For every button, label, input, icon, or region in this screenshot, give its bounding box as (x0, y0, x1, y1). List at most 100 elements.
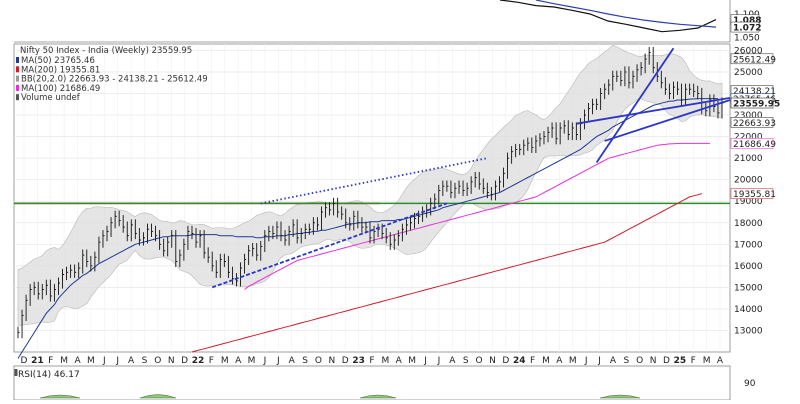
x-tick-label: M (248, 356, 256, 366)
x-tick-label: F (48, 356, 53, 366)
rsi-swatch (14, 369, 18, 376)
chart-title: Nifty 50 Index - India (Weekly) 23559.95 (20, 46, 192, 56)
x-tick-label: S (142, 356, 148, 366)
legend-swatch (16, 75, 19, 82)
x-tick-label: A (610, 356, 617, 366)
y-tick-label: 15000 (734, 283, 763, 293)
x-tick-label: D (21, 356, 28, 366)
ratio-ma-line (535, 0, 717, 28)
trend-line (260, 157, 488, 205)
trend-line (211, 202, 448, 289)
x-tick-label: A (289, 356, 296, 366)
legend-entry: BB(20,2.0) 22663.93 - 24138.21 - 25612.4… (21, 75, 208, 85)
rsi-overbought-area (599, 394, 641, 399)
price-label: 25612.49 (733, 55, 776, 65)
x-tick-label: A (717, 356, 724, 366)
trend-line (576, 96, 731, 125)
x-tick-label: D (342, 356, 349, 366)
x-tick-label: O (154, 356, 161, 366)
moving-averages (17, 98, 718, 359)
trend-line (595, 47, 675, 163)
x-tick-label: 21 (31, 356, 44, 366)
ratio-line (499, 0, 717, 33)
price-label: 24138.21 (733, 87, 776, 97)
y-tick-label: 16000 (734, 262, 763, 272)
top-label: 1.072 (733, 24, 761, 34)
rsi-panel: RSI(14) 46.17 90 (14, 369, 756, 399)
x-tick-label: J (584, 356, 588, 366)
y-tick-label: 20000 (734, 176, 763, 186)
legend-swatch (16, 66, 19, 73)
x-tick-label: N (489, 356, 496, 366)
y-tick-label: 19000 (734, 197, 763, 207)
x-tick-label: 24 (513, 356, 526, 366)
trend-line (604, 99, 731, 142)
price-label-box (730, 188, 774, 199)
x-tick-label: A (74, 356, 81, 366)
x-tick-label: 25 (674, 356, 687, 366)
x-tick-label: O (636, 356, 643, 366)
x-tick-label: J (597, 356, 601, 366)
price-label-box (730, 53, 774, 65)
x-tick-label: M (408, 356, 416, 366)
price-label: 21686.49 (733, 140, 776, 150)
x-tick-label: D (663, 356, 670, 366)
price-bars (17, 47, 724, 339)
legend-entry: MA(50) 23765.46 (21, 56, 95, 66)
price-labels: 25612.4924138.2123765.4623559.9522663.93… (730, 53, 780, 200)
price-label-box (730, 117, 774, 128)
x-tick-label: M (569, 356, 577, 366)
legend-swatch (16, 57, 19, 63)
y-tick-label: 25000 (734, 68, 763, 78)
rsi-overbought-area (39, 394, 81, 399)
x-tick-label: F (209, 356, 214, 366)
x-tick-label: F (691, 356, 696, 366)
rsi-panel-frame (13, 365, 731, 401)
rsi-overbought-area (139, 394, 177, 399)
x-tick-label: M (60, 356, 68, 366)
price-label: 23559.95 (733, 100, 780, 110)
ma50-line (17, 98, 718, 359)
x-tick-label: N (328, 356, 335, 366)
y-tick-label: 14000 (734, 305, 763, 315)
price-label: 22663.93 (733, 119, 776, 129)
x-tick-label: A (556, 356, 563, 366)
top-y-tick-label: 1.050 (734, 33, 760, 43)
x-tick-label: O (476, 356, 483, 366)
x-tick-label: D (181, 356, 188, 366)
y-tick-label: 17000 (734, 240, 763, 250)
x-tick-label: J (276, 356, 280, 366)
x-tick-label: F (530, 356, 535, 366)
legend-swatch (16, 94, 19, 101)
rsi-overbought-area (359, 394, 397, 399)
x-tick-label: 22 (192, 356, 205, 366)
x-tick-label: J (437, 356, 441, 366)
ma100-line (244, 142, 710, 290)
x-tick-label: M (703, 356, 711, 366)
x-tick-label: J (102, 356, 106, 366)
legend-swatch (16, 84, 19, 91)
legend-entry: MA(200) 19355.81 (21, 65, 100, 75)
x-tick-label: M (87, 356, 95, 366)
x-tick-label: M (221, 356, 229, 366)
y-tick-label: 22000 (734, 133, 763, 143)
rsi-tick-label: 90 (744, 379, 756, 389)
x-tick-label: A (128, 356, 135, 366)
top-label: 1.088 (733, 16, 761, 26)
legend-entry: Volume undef (21, 93, 81, 103)
ma200-line (191, 193, 702, 353)
y-tick-label: 26000 (734, 46, 763, 56)
x-tick-label: J (115, 356, 119, 366)
y-tick-label: 21000 (734, 154, 763, 164)
x-tick-label: A (235, 356, 242, 366)
x-tick-label: M (382, 356, 390, 366)
x-tick-label: 23 (352, 356, 365, 366)
x-tick-label: F (369, 356, 374, 366)
price-label-box (730, 138, 774, 149)
y-tick-label: 13000 (734, 326, 763, 336)
x-tick-label: A (396, 356, 403, 366)
y-tick-label: 18000 (734, 219, 763, 229)
